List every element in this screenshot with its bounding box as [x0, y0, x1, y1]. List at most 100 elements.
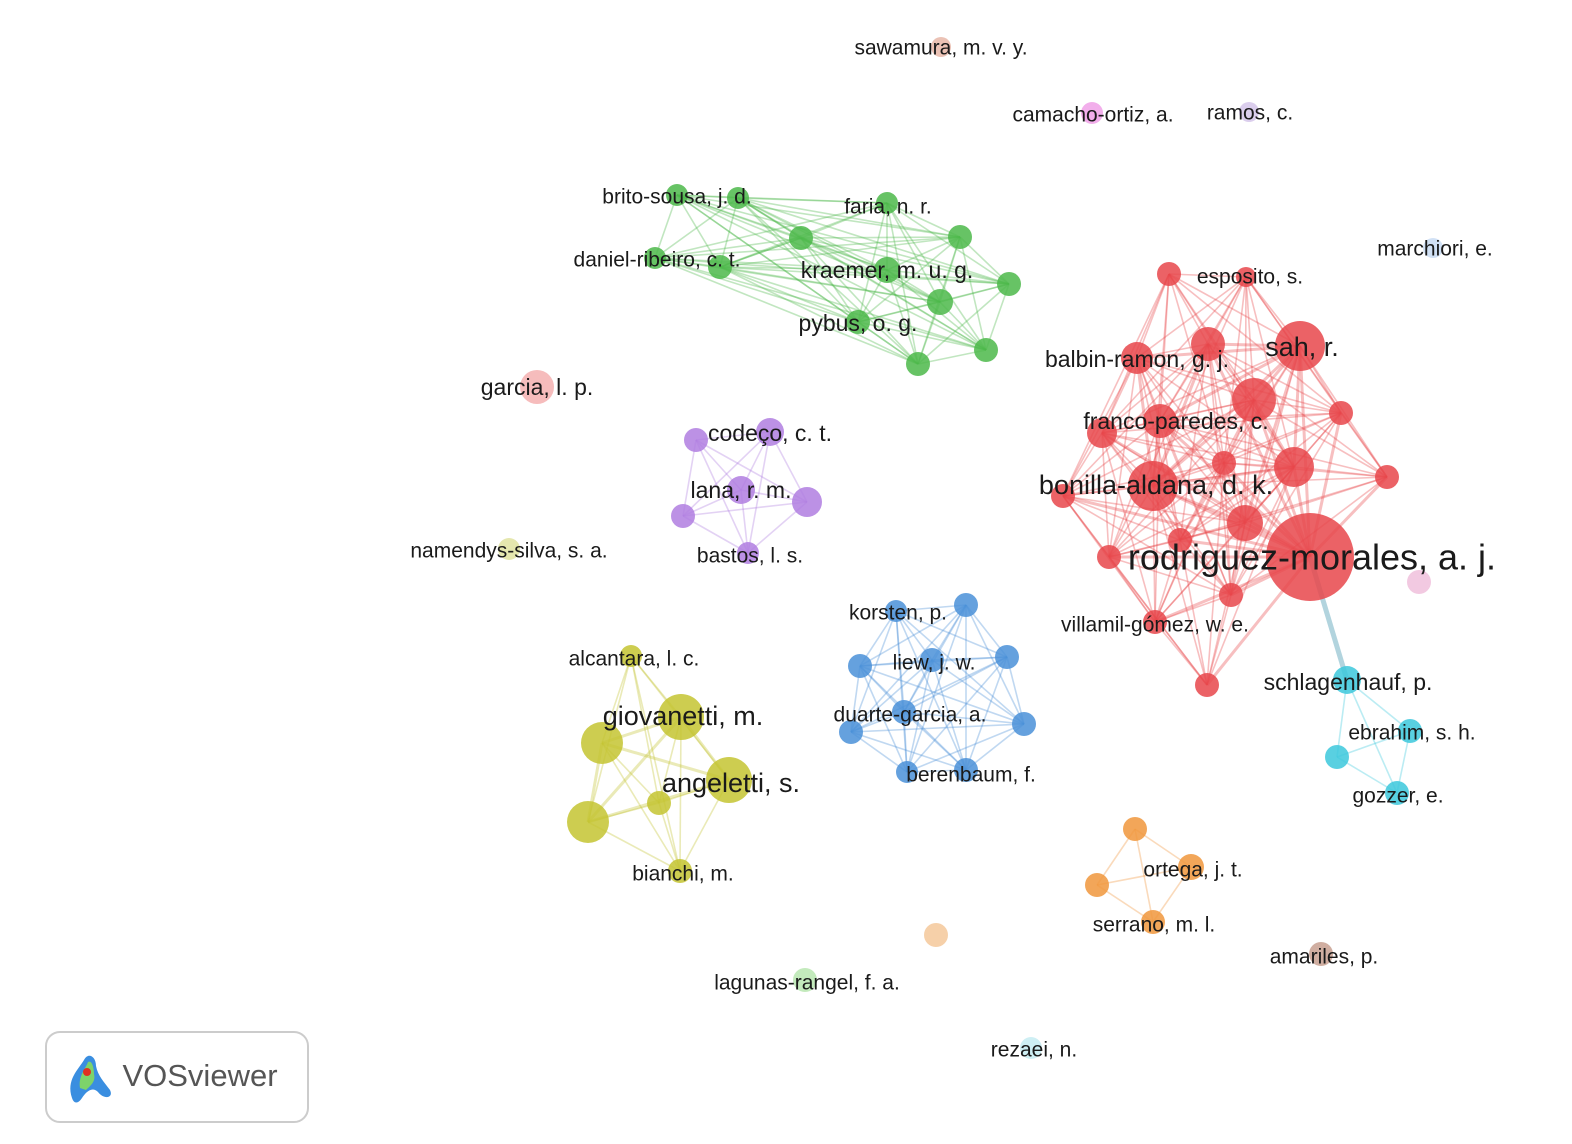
edge: [586, 716, 683, 823]
edge: [737, 197, 941, 303]
node-label: brito-sousa, j. d.: [602, 186, 751, 209]
node: [1081, 102, 1103, 124]
edge: [695, 439, 749, 554]
node: [1227, 505, 1263, 541]
edge: [1223, 412, 1342, 464]
node: [727, 187, 749, 209]
edge: [903, 711, 1025, 725]
edge: [682, 439, 697, 517]
node: [666, 184, 688, 206]
edge: [676, 194, 721, 268]
logo-text: VOSviewer: [122, 1058, 277, 1093]
edge: [1062, 495, 1208, 686]
edge: [1136, 357, 1181, 541]
node: [581, 722, 623, 764]
node: [995, 645, 1019, 669]
edge: [886, 269, 1010, 285]
node-label: ebrahim, s. h.: [1348, 722, 1475, 745]
node: [954, 758, 978, 782]
edge: [906, 659, 933, 773]
edge: [917, 283, 1010, 365]
edge: [1152, 485, 1208, 686]
edge: [719, 266, 987, 351]
edge: [1108, 343, 1209, 558]
edge: [737, 197, 987, 351]
node: [927, 289, 953, 315]
node: [792, 487, 822, 517]
edge: [1101, 343, 1209, 434]
edge: [859, 665, 908, 773]
node-label: lagunas-rangel, f. a.: [714, 972, 900, 995]
node: [1097, 545, 1121, 569]
node: [924, 923, 948, 947]
node: [1219, 583, 1243, 607]
edge: [1154, 420, 1161, 623]
edge: [682, 515, 749, 554]
edge: [800, 237, 941, 303]
edge: [654, 237, 802, 259]
node-label: pybus, o. g.: [799, 310, 918, 336]
edge: [857, 321, 919, 365]
node: [954, 593, 978, 617]
node: [756, 418, 784, 446]
edge: [1101, 345, 1301, 434]
edge: [1062, 495, 1110, 558]
edge: [654, 202, 888, 259]
edge: [737, 197, 859, 323]
node: [839, 720, 863, 744]
edge: [1207, 343, 1388, 478]
node: [920, 648, 944, 672]
edge: [630, 655, 681, 872]
edge: [1062, 273, 1170, 497]
edge: [1230, 345, 1301, 596]
edge: [747, 431, 771, 554]
node-label: marchiori, e.: [1377, 238, 1493, 261]
node: [1274, 447, 1314, 487]
edge: [931, 659, 967, 771]
edge: [1243, 345, 1302, 524]
node-label: duarte-garcia, a.: [834, 704, 987, 727]
edge: [1159, 273, 1170, 422]
node: [1212, 451, 1236, 475]
node: [793, 968, 817, 992]
node: [1012, 712, 1036, 736]
edge: [1230, 412, 1342, 596]
node-label: namendys-silva, s. a.: [410, 540, 607, 563]
edge: [1206, 594, 1232, 686]
node: [1423, 238, 1443, 258]
node: [1239, 102, 1259, 122]
node: [1333, 666, 1361, 694]
node-label: daniel-ribeiro, c. t.: [574, 249, 741, 272]
node-label: kraemer, m. u. g.: [801, 257, 974, 283]
edge: [1245, 276, 1388, 478]
edge: [1159, 420, 1295, 468]
node: [1121, 342, 1153, 374]
edge: [1179, 539, 1232, 596]
edge: [1108, 556, 1156, 623]
node: [931, 37, 951, 57]
edge: [1154, 399, 1255, 623]
edge: [676, 194, 859, 323]
edge: [1108, 462, 1225, 558]
edge: [719, 266, 888, 271]
edge: [965, 656, 1008, 771]
edge: [737, 197, 961, 238]
node: [1087, 418, 1117, 448]
node: [876, 192, 898, 214]
edge: [850, 659, 933, 733]
node-label: liew, j. w.: [893, 652, 976, 675]
node-label: rezaei, n.: [991, 1039, 1077, 1062]
node: [885, 600, 907, 622]
edge: [886, 269, 919, 365]
edge: [1062, 495, 1181, 541]
edge: [850, 604, 967, 733]
node-label: bastos, l. s.: [697, 545, 803, 568]
node: [1309, 942, 1333, 966]
edge: [1168, 273, 1295, 468]
edge: [857, 202, 888, 323]
edge: [1346, 679, 1398, 794]
node: [1085, 873, 1109, 897]
edge: [676, 194, 888, 271]
node: [1407, 570, 1431, 594]
